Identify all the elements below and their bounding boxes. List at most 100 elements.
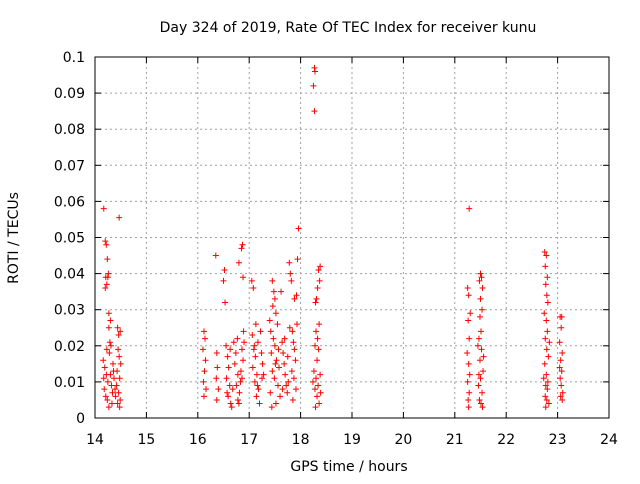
data-point <box>201 335 208 342</box>
data-point <box>466 335 473 342</box>
data-point <box>544 274 551 281</box>
data-point <box>239 346 246 353</box>
data-point <box>315 382 322 389</box>
data-point <box>284 353 291 360</box>
data-point <box>235 259 242 266</box>
data-point <box>270 335 277 342</box>
data-point <box>272 360 279 367</box>
data-point <box>543 371 550 378</box>
data-point <box>249 364 256 371</box>
data-point <box>235 400 242 407</box>
data-point <box>480 353 487 360</box>
data-point <box>287 270 294 277</box>
data-point <box>311 64 318 71</box>
data-point <box>105 324 112 331</box>
axis-ticks: 14 15 16 17 18 19 20 21 22 23 24 0 0.01 0.02 0.03 0.04 0… <box>54 50 618 448</box>
data-point <box>475 371 482 378</box>
data-point <box>479 285 486 292</box>
data-point <box>289 328 296 335</box>
data-point <box>115 389 122 396</box>
y-tick-label: 0.05 <box>54 231 85 247</box>
data-point <box>311 386 318 393</box>
data-point <box>543 317 550 324</box>
data-point <box>223 375 230 382</box>
data-point <box>108 382 115 389</box>
data-point <box>288 277 295 284</box>
data-point <box>256 400 263 407</box>
data-point <box>480 368 487 375</box>
data-point <box>285 378 292 385</box>
data-point <box>252 353 259 360</box>
data-point <box>478 274 485 281</box>
data-point <box>229 386 236 393</box>
data-point <box>224 389 231 396</box>
data-point <box>294 321 301 328</box>
data-point <box>213 350 220 357</box>
y-tick-label: 0.02 <box>54 339 85 355</box>
data-point <box>292 357 299 364</box>
data-point <box>291 295 298 302</box>
data-point <box>477 375 484 382</box>
data-point <box>240 357 247 364</box>
data-point <box>215 386 222 393</box>
data-point <box>103 281 110 288</box>
data-point <box>543 292 550 299</box>
data-point <box>236 389 243 396</box>
data-point <box>251 378 258 385</box>
data-point <box>542 263 549 270</box>
data-point <box>100 357 107 364</box>
data-point <box>542 382 549 389</box>
y-tick-label: 0 <box>76 411 85 427</box>
data-point <box>317 263 324 270</box>
data-point <box>311 342 318 349</box>
data-point <box>542 335 549 342</box>
data-point <box>312 299 319 306</box>
data-point <box>220 277 227 284</box>
data-point <box>477 270 484 277</box>
data-point <box>476 357 483 364</box>
data-point <box>104 274 111 281</box>
data-point <box>116 214 123 221</box>
x-tick-label: 19 <box>343 432 361 448</box>
y-tick-label: 0.09 <box>54 86 85 102</box>
data-point <box>112 393 119 400</box>
data-point <box>541 248 548 255</box>
data-point <box>268 350 275 357</box>
data-point <box>476 313 483 320</box>
y-tick-label: 0.08 <box>54 122 85 138</box>
data-point <box>476 277 483 284</box>
data-point <box>101 364 108 371</box>
data-point <box>275 346 282 353</box>
data-point <box>201 368 208 375</box>
data-point <box>543 346 550 353</box>
data-point <box>228 404 235 411</box>
data-point <box>316 321 323 328</box>
data-point <box>316 277 323 284</box>
data-point <box>276 364 283 371</box>
data-point <box>282 371 289 378</box>
data-point <box>295 225 302 232</box>
data-point <box>559 389 566 396</box>
x-tick-label: 20 <box>394 432 412 448</box>
data-point <box>203 386 210 393</box>
data-point <box>291 346 298 353</box>
y-tick-label: 0.07 <box>54 158 85 174</box>
data-point <box>232 350 239 357</box>
data-points <box>100 64 566 411</box>
data-point <box>465 396 472 403</box>
data-point <box>465 360 472 367</box>
data-point <box>116 353 123 360</box>
data-point <box>466 205 473 212</box>
data-point <box>558 324 565 331</box>
data-point <box>234 335 241 342</box>
data-point <box>222 299 229 306</box>
data-point <box>272 400 279 407</box>
data-point <box>467 310 474 317</box>
data-point <box>267 328 274 335</box>
y-tick-label: 0.03 <box>54 303 85 319</box>
data-point <box>250 285 257 292</box>
data-point <box>274 382 281 389</box>
data-point <box>546 339 553 346</box>
data-point <box>227 346 234 353</box>
